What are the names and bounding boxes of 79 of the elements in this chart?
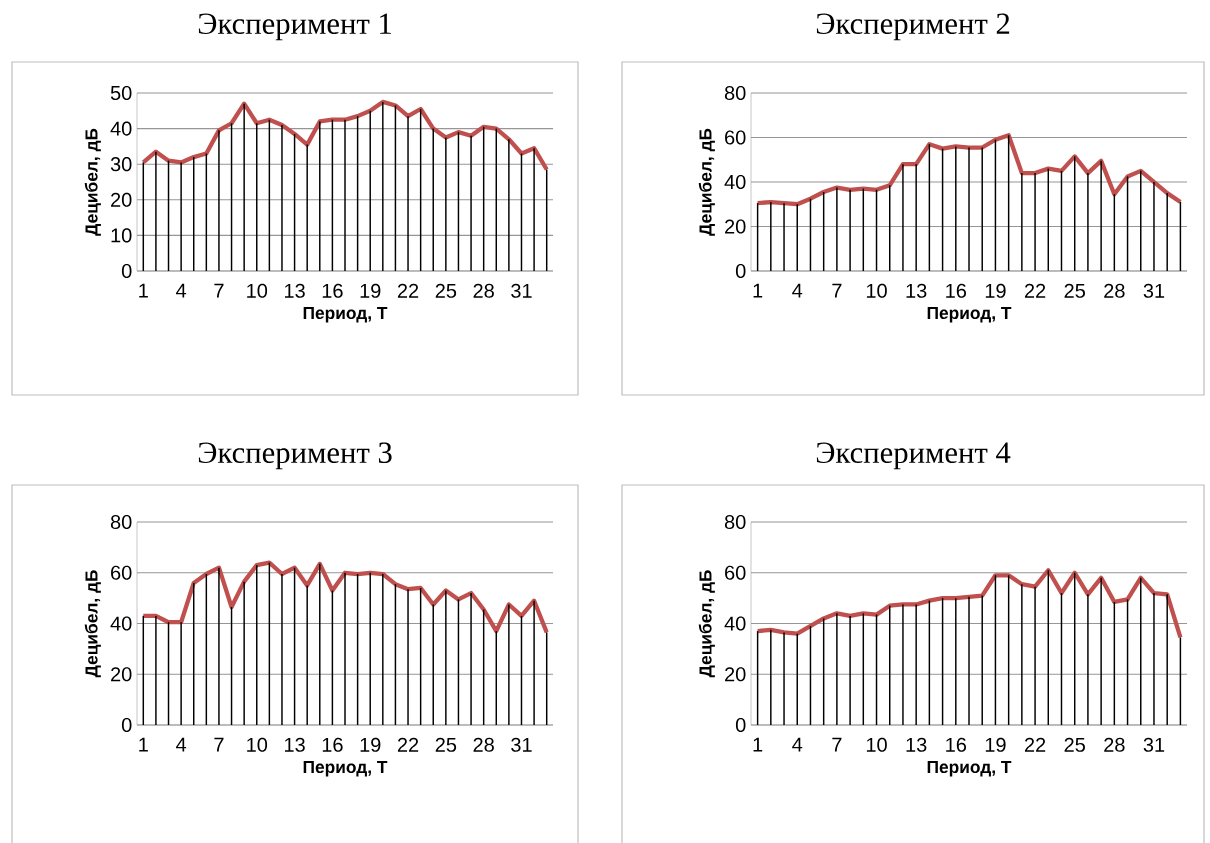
y-tick-label: 0: [735, 263, 746, 279]
x-axis-title: Период, Т: [927, 761, 1012, 777]
line-series: [141, 99, 549, 172]
x-tick-label: 10: [866, 283, 887, 298]
y-tick-label: 0: [121, 263, 132, 279]
x-tick-label: 7: [214, 283, 224, 298]
y-tick-label: 20: [111, 192, 132, 207]
x-tick-label: 19: [985, 283, 1006, 298]
x-tick-label: 16: [322, 283, 343, 298]
y-tick-label: 40: [110, 616, 132, 631]
x-tick-label: 4: [176, 737, 187, 752]
x-tick-label: 7: [214, 737, 224, 752]
x-axis-title: Период, Т: [303, 307, 388, 323]
chart-title: Эксперимент 4: [816, 442, 1011, 470]
x-axis-title: Период, Т: [303, 761, 388, 777]
x-tick-label: 28: [1104, 737, 1125, 752]
x-tick-label: 13: [906, 283, 927, 298]
x-tick-label: 13: [906, 737, 927, 752]
y-tick-label: 60: [725, 565, 746, 580]
x-tick-label: 22: [1024, 283, 1046, 298]
chart-title: Эксперимент 1: [198, 13, 391, 41]
y-axis-title: Децибел, дБ: [698, 128, 715, 236]
x-tick-label: 10: [247, 737, 268, 752]
x-tick-label: 13: [284, 283, 305, 298]
x-tick-label: 16: [946, 737, 967, 752]
x-tick-label: 4: [792, 737, 803, 752]
y-axis-title: Децибел, дБ: [84, 128, 101, 236]
x-tick-label: 31: [1143, 283, 1165, 298]
y-tick-label: 40: [724, 174, 746, 190]
x-tick-label: 31: [1143, 737, 1165, 752]
x-tick-label: 10: [866, 737, 887, 752]
x-tick-label: 22: [1024, 737, 1046, 752]
x-tick-label: 1: [753, 737, 763, 752]
x-axis-title: Период, Т: [927, 307, 1012, 323]
y-tick-label: 60: [725, 130, 746, 145]
x-tick-label: 19: [360, 737, 381, 752]
x-tick-label: 7: [832, 737, 842, 752]
x-tick-label: 4: [792, 283, 803, 298]
x-tick-label: 19: [360, 283, 381, 298]
y-tick-label: 80: [724, 514, 746, 530]
y-tick-label: 80: [110, 514, 132, 530]
x-tick-label: 28: [473, 737, 494, 752]
x-tick-label: 25: [1064, 283, 1085, 298]
x-tick-label: 16: [946, 283, 967, 298]
y-tick-label: 20: [111, 667, 132, 682]
x-tick-label: 10: [247, 283, 268, 298]
y-tick-label: 10: [111, 228, 132, 243]
y-tick-label: 30: [110, 157, 132, 172]
x-tick-label: 7: [832, 283, 842, 298]
x-tick-label: 25: [1064, 737, 1085, 752]
x-tick-label: 22: [397, 283, 419, 298]
y-tick-label: 80: [724, 85, 746, 101]
y-tick-label: 0: [121, 717, 132, 733]
y-tick-label: 20: [725, 667, 746, 682]
x-tick-label: 16: [322, 737, 343, 752]
y-tick-label: 60: [111, 565, 132, 580]
y-tick-label: 0: [735, 717, 746, 733]
x-tick-label: 31: [511, 283, 532, 298]
x-tick-label: 25: [435, 737, 457, 752]
x-tick-label: 1: [139, 283, 148, 298]
line-series: [141, 560, 549, 635]
x-tick-label: 4: [176, 283, 187, 298]
y-tick-label: 40: [110, 121, 132, 136]
x-tick-label: 25: [435, 283, 457, 298]
x-tick-label: 1: [139, 737, 148, 752]
x-tick-label: 28: [473, 283, 494, 298]
y-axis-title: Децибел, дБ: [84, 570, 101, 678]
x-tick-label: 31: [511, 737, 532, 752]
chart-title: Эксперимент 3: [198, 442, 392, 470]
y-tick-label: 20: [725, 219, 746, 234]
x-tick-label: 13: [284, 737, 305, 752]
x-tick-label: 22: [397, 737, 419, 752]
x-tick-label: 19: [985, 737, 1006, 752]
chart-title: Эксперимент 2: [816, 13, 1010, 41]
x-tick-label: 28: [1104, 283, 1125, 298]
y-tick-label: 40: [724, 616, 746, 631]
x-tick-label: 1: [753, 283, 763, 298]
y-tick-label: 50: [110, 85, 132, 101]
y-axis-title: Децибел, дБ: [698, 570, 715, 678]
